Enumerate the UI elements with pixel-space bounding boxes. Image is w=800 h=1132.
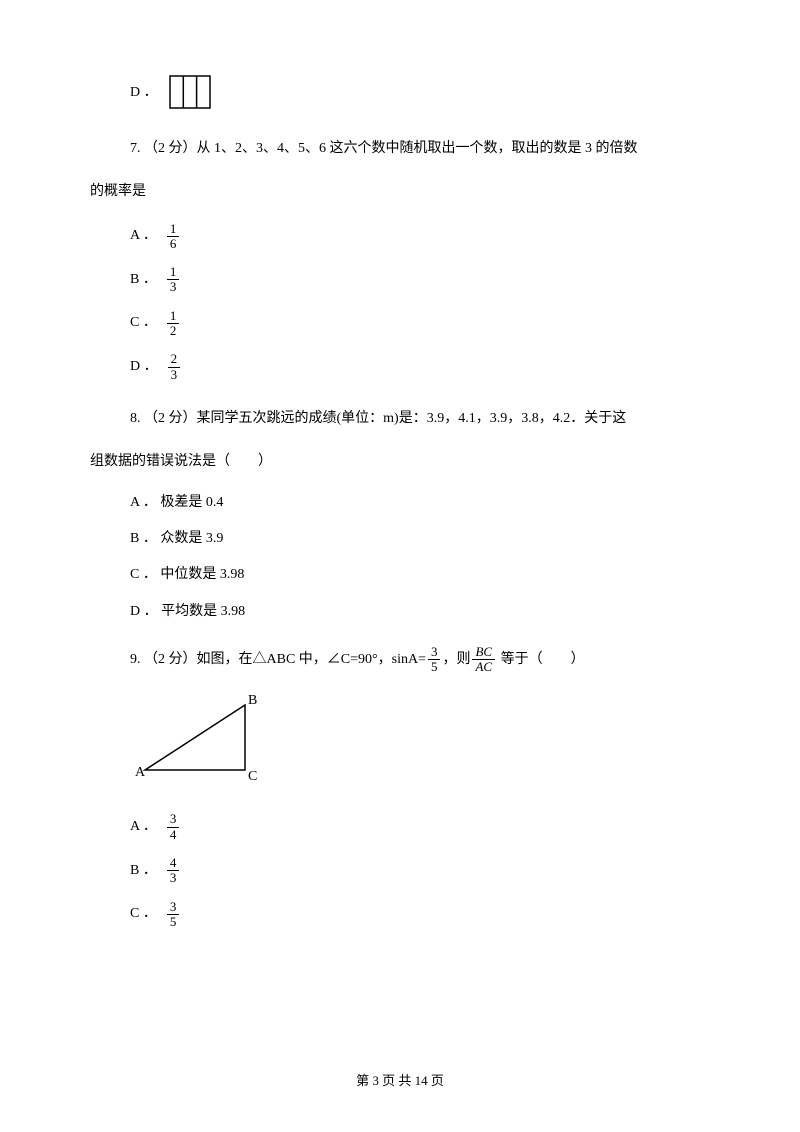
q7-optC-label: C ． <box>130 312 157 334</box>
q6-option-d: D ． <box>130 74 710 112</box>
fraction-num: 3 <box>167 900 180 915</box>
q9-text-pre: 9. （2 分）如图，在△ABC 中，∠C=90°，sinA= <box>130 652 426 667</box>
three-rect-icon <box>166 74 214 112</box>
q8-option-d: D ． 平均数是 3.98 <box>130 601 710 623</box>
q9-optB-fraction: 4 3 <box>167 856 180 886</box>
triangle-C-label: C <box>248 769 257 784</box>
q8-option-c: C ． 中位数是 3.98 <box>130 564 710 586</box>
q7-optB-label: B ． <box>130 269 157 291</box>
q7-option-c: C ． 1 2 <box>130 309 710 339</box>
q8-option-a: A ． 极差是 0.4 <box>130 492 710 514</box>
q7-optA-fraction: 1 6 <box>167 222 180 252</box>
fraction-den: AC <box>472 660 495 674</box>
q9-option-b: B ． 4 3 <box>130 856 710 886</box>
fraction-den: 3 <box>168 368 181 382</box>
q7-optD-fraction: 2 3 <box>168 352 181 382</box>
q7-option-b: B ． 1 3 <box>130 265 710 295</box>
q9-text: 9. （2 分）如图，在△ABC 中，∠C=90°，sinA=35，则BCAC … <box>130 645 710 676</box>
fraction-num: 3 <box>428 645 441 660</box>
fraction-den: 4 <box>167 828 180 842</box>
q7-text-cont: 的概率是 <box>90 177 710 208</box>
q8-option-b: B ． 众数是 3.9 <box>130 528 710 550</box>
fraction-num: 4 <box>167 856 180 871</box>
q7-optD-label: D ． <box>130 356 158 378</box>
q9-bcac-fraction: BCAC <box>472 645 495 675</box>
q7-optA-label: A ． <box>130 225 157 247</box>
q9-option-c: C ． 3 5 <box>130 900 710 930</box>
triangle-A-label: A <box>135 765 146 780</box>
triangle-svg: A B C <box>130 690 290 790</box>
triangle-B-label: B <box>248 693 257 708</box>
q7-text: 7. （2 分）从 1、2、3、4、5、6 这六个数中随机取出一个数，取出的数是… <box>130 134 710 165</box>
q8-text: 8. （2 分）某同学五次跳远的成绩(单位：m)是：3.9，4.1，3.9，3.… <box>130 404 710 435</box>
q7-option-d: D ． 2 3 <box>130 352 710 382</box>
q9-optA-label: A ． <box>130 816 157 838</box>
page-footer: 第 3 页 共 14 页 <box>0 1071 800 1092</box>
q9-option-a: A ． 3 4 <box>130 812 710 842</box>
fraction-num: 1 <box>167 309 180 324</box>
q9-optA-fraction: 3 4 <box>167 812 180 842</box>
fraction-den: 5 <box>167 915 180 929</box>
q7-option-a: A ． 1 6 <box>130 222 710 252</box>
q9-optC-label: C ． <box>130 903 157 925</box>
fraction-num: 3 <box>167 812 180 827</box>
q9-triangle-figure: A B C <box>130 690 710 798</box>
q9-sinA-fraction: 35 <box>428 645 441 675</box>
q8-text-cont: 组数据的错误说法是（ ） <box>90 447 710 478</box>
q7-optB-fraction: 1 3 <box>167 265 180 295</box>
fraction-den: 6 <box>167 237 180 251</box>
fraction-den: 5 <box>428 660 441 674</box>
q9-text-post: 等于（ ） <box>497 652 585 667</box>
q9-optB-label: B ． <box>130 860 157 882</box>
fraction-den: 3 <box>167 280 180 294</box>
q9-text-mid: ，则 <box>442 652 470 667</box>
q9-optC-fraction: 3 5 <box>167 900 180 930</box>
fraction-num: 1 <box>167 265 180 280</box>
q6-optD-label: D ． <box>130 82 158 104</box>
fraction-den: 3 <box>167 871 180 885</box>
fraction-num: 1 <box>167 222 180 237</box>
fraction-num: 2 <box>168 352 181 367</box>
q7-optC-fraction: 1 2 <box>167 309 180 339</box>
fraction-den: 2 <box>167 324 180 338</box>
fraction-num: BC <box>472 645 495 660</box>
